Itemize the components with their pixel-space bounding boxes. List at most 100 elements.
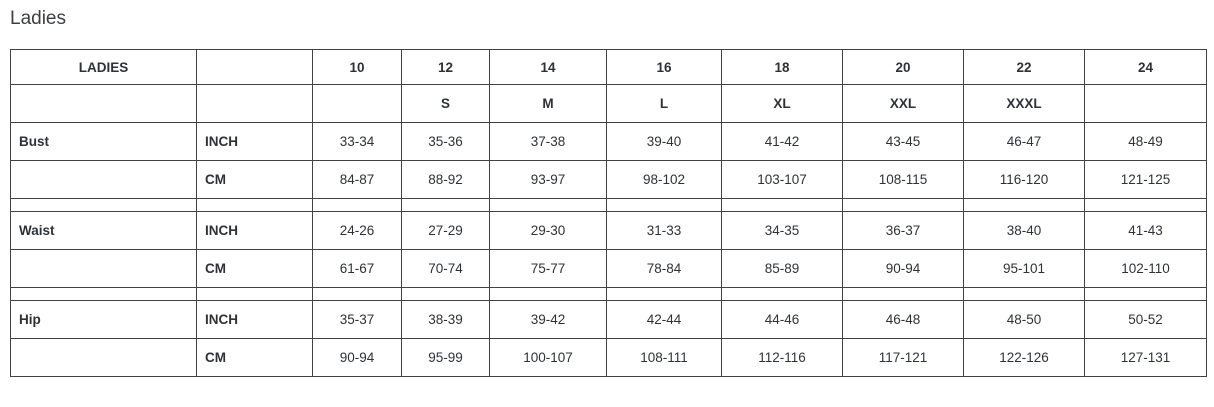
table-cell [842, 287, 964, 301]
table-cell: LADIES [10, 49, 197, 85]
table-cell: 42-44 [606, 300, 722, 339]
table-cell: 85-89 [721, 249, 843, 288]
table-cell [10, 249, 197, 288]
table-cell: 24-26 [312, 211, 402, 250]
table-cell: 20 [842, 49, 964, 85]
table-cell: 127-131 [1084, 338, 1207, 377]
page-title: Ladies [10, 8, 66, 29]
table-row: S M L XL XXL XXXL [10, 84, 1207, 123]
table-cell: 84-87 [312, 160, 402, 199]
table-cell: 70-74 [401, 249, 490, 288]
table-cell: 75-77 [489, 249, 607, 288]
table-cell: 121-125 [1084, 160, 1207, 199]
table-cell: 18 [721, 49, 843, 85]
table-cell [312, 84, 402, 123]
table-cell: INCH [196, 122, 313, 161]
table-cell: 38-40 [963, 211, 1085, 250]
table-cell: 117-121 [842, 338, 964, 377]
table-cell: 12 [401, 49, 490, 85]
table-cell: 90-94 [312, 338, 402, 377]
table-cell: 36-37 [842, 211, 964, 250]
table-cell: 22 [963, 49, 1085, 85]
table-cell [196, 198, 313, 212]
table-cell: 46-47 [963, 122, 1085, 161]
table-cell [401, 287, 490, 301]
table-cell: XXXL [963, 84, 1085, 123]
table-cell: 35-36 [401, 122, 490, 161]
table-cell: 90-94 [842, 249, 964, 288]
table-cell [1084, 287, 1207, 301]
table-cell: S [401, 84, 490, 123]
table-cell [963, 198, 1085, 212]
table-cell: 39-42 [489, 300, 607, 339]
table-cell: 95-101 [963, 249, 1085, 288]
table-row: CM 61-67 70-74 75-77 78-84 85-89 90-94 95-101 10… [10, 249, 1207, 288]
table-cell: 10 [312, 49, 402, 85]
table-cell: 46-48 [842, 300, 964, 339]
table-cell [10, 338, 197, 377]
table-cell: 48-49 [1084, 122, 1207, 161]
table-row: Waist INCH 24-26 27-29 29-30 31-33 34-35 36-37 3… [10, 211, 1207, 250]
table-cell: 35-37 [312, 300, 402, 339]
table-cell [1084, 198, 1207, 212]
table-row: CM 84-87 88-92 93-97 98-102 103-107 108-115 116… [10, 160, 1207, 199]
table-cell [10, 198, 197, 212]
table-cell: INCH [196, 300, 313, 339]
table-cell [721, 287, 843, 301]
table-cell: 108-111 [606, 338, 722, 377]
table-cell [10, 160, 197, 199]
table-cell [196, 287, 313, 301]
table-cell: Waist [10, 211, 197, 250]
table-cell: Hip [10, 300, 197, 339]
table-cell: CM [196, 160, 313, 199]
table-cell: 16 [606, 49, 722, 85]
table-cell: 37-38 [489, 122, 607, 161]
table-cell [1084, 84, 1207, 123]
table-cell: 95-99 [401, 338, 490, 377]
table-cell [721, 198, 843, 212]
table-cell: 34-35 [721, 211, 843, 250]
table-row: Hip INCH 35-37 38-39 39-42 42-44 44-46 46-48 48-… [10, 300, 1207, 339]
table-cell [196, 84, 313, 123]
table-cell: CM [196, 249, 313, 288]
table-cell: CM [196, 338, 313, 377]
table-cell [312, 198, 402, 212]
table-cell: 61-67 [312, 249, 402, 288]
table-cell: 112-116 [721, 338, 843, 377]
table-cell: 93-97 [489, 160, 607, 199]
table-cell: INCH [196, 211, 313, 250]
table-cell: 44-46 [721, 300, 843, 339]
table-cell: 39-40 [606, 122, 722, 161]
table-row: CM 90-94 95-99 100-107 108-111 112-116 117-121… [10, 338, 1207, 377]
table-cell: 48-50 [963, 300, 1085, 339]
table-cell: 102-110 [1084, 249, 1207, 288]
spacer-row [10, 287, 1207, 301]
table-cell [10, 84, 197, 123]
spacer-row [10, 198, 1207, 212]
table-cell [401, 198, 490, 212]
table-cell: 29-30 [489, 211, 607, 250]
table-cell [963, 287, 1085, 301]
table-cell: 122-126 [963, 338, 1085, 377]
table-cell [606, 287, 722, 301]
table-cell [842, 198, 964, 212]
table-cell: 88-92 [401, 160, 490, 199]
table-cell: 27-29 [401, 211, 490, 250]
table-cell: 50-52 [1084, 300, 1207, 339]
table-cell: 78-84 [606, 249, 722, 288]
table-cell: Bust [10, 122, 197, 161]
table-cell: 116-120 [963, 160, 1085, 199]
table-cell: 14 [489, 49, 607, 85]
table-cell: 100-107 [489, 338, 607, 377]
size-table: LADIES 10 12 14 16 18 20 22 24 S M L XL XXL XXXL Bust IN… [10, 49, 1207, 377]
table-cell [10, 287, 197, 301]
table-cell: 41-42 [721, 122, 843, 161]
table-cell: 98-102 [606, 160, 722, 199]
table-cell [489, 287, 607, 301]
table-cell: 41-43 [1084, 211, 1207, 250]
table-cell: 31-33 [606, 211, 722, 250]
table-cell [312, 287, 402, 301]
table-cell: 33-34 [312, 122, 402, 161]
table-row: LADIES 10 12 14 16 18 20 22 24 [10, 49, 1207, 85]
table-cell [606, 198, 722, 212]
